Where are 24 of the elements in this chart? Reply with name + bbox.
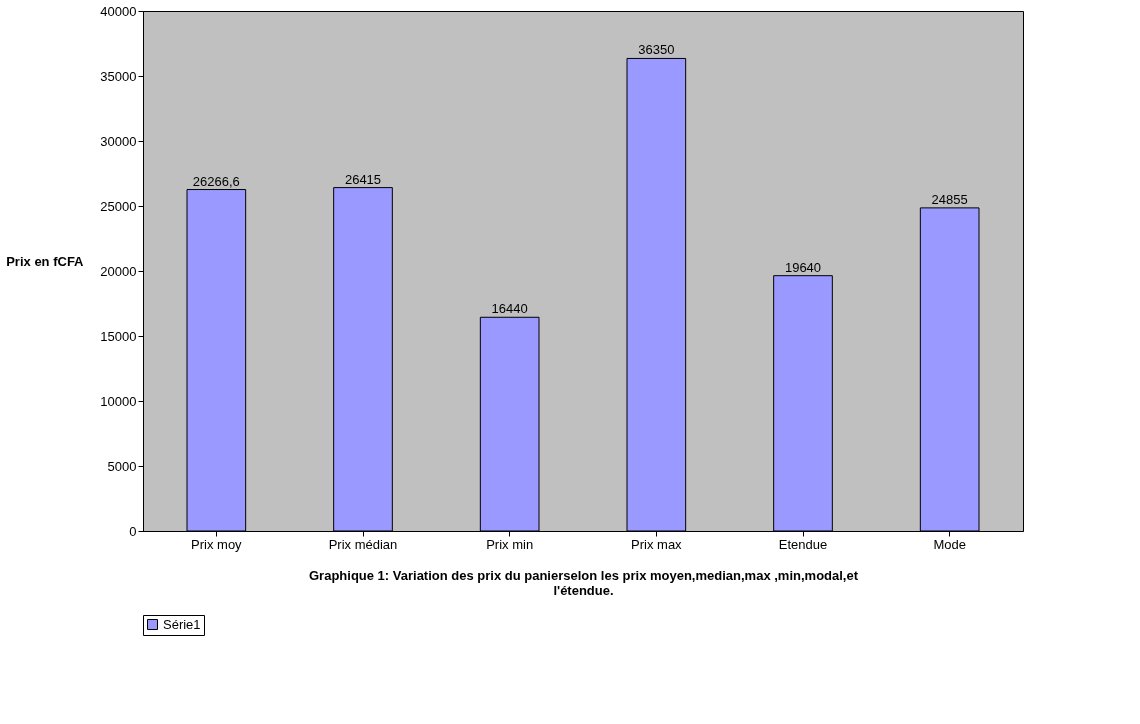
y-tick-label: 35000: [100, 68, 137, 84]
data-label: 26266,6: [192, 173, 240, 189]
y-axis-title: Prix en fCFA: [6, 253, 85, 269]
data-label: 19640: [784, 259, 822, 275]
y-tick-label: 20000: [100, 263, 137, 279]
x-tick-label: Prix moy: [191, 536, 243, 552]
y-tick-label: 25000: [100, 198, 137, 214]
data-label: 24855: [931, 191, 968, 207]
x-tick-label: Prix min: [486, 536, 534, 552]
data-label: 36350: [638, 42, 675, 58]
x-tick-label: Etendue: [778, 536, 828, 552]
y-tick-label: 15000: [100, 328, 137, 344]
y-tick-label: 5000: [107, 458, 137, 474]
x-tick-label: Prix max: [631, 536, 683, 552]
y-tick-label: 10000: [100, 393, 137, 409]
x-tick-label: Mode: [933, 536, 966, 552]
y-tick-label: 30000: [100, 133, 137, 149]
x-tick-label: Prix médian: [328, 536, 398, 552]
y-tick-label: 40000: [100, 3, 137, 19]
data-label: 26415: [344, 171, 382, 187]
data-label: 16440: [491, 301, 528, 317]
legend-label: Série1: [163, 616, 201, 632]
text: Graphique 1: Variation des prix du panierselon les prix moyen,median,max ,min,modal,et l'étendue.: [308, 567, 859, 598]
y-tick-label: 0: [129, 523, 137, 539]
